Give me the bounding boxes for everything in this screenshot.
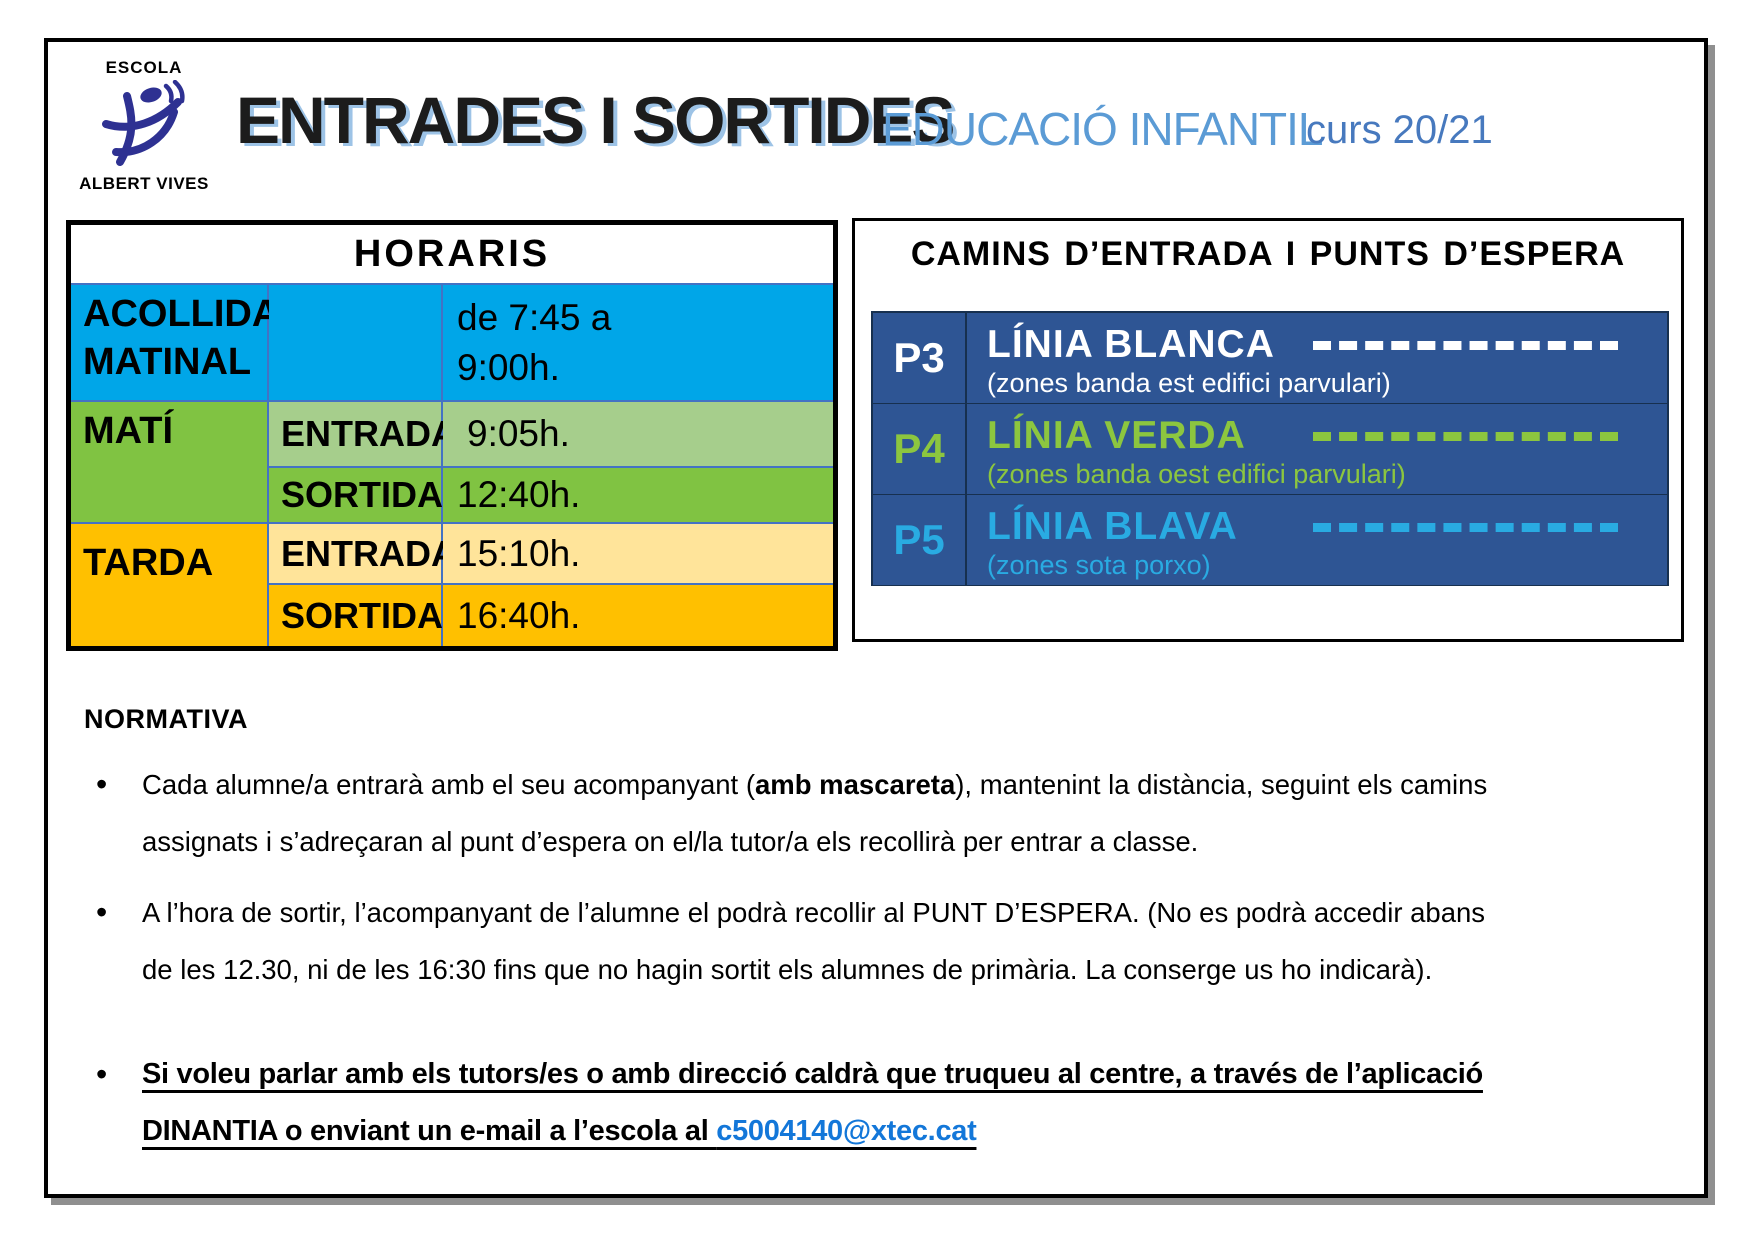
green-dashed-line (1313, 431, 1618, 441)
mati-entrada-label: ENTRADA (269, 402, 457, 466)
bullet-2-text: A l’hora de sortir, l’acompanyant de l’a… (142, 897, 1486, 985)
bullet-1-post: ), mantenint la distància, seguint els c… (142, 769, 1488, 857)
bullet-dot: • (96, 766, 108, 802)
normativa-bullet-2: • A l’hora de sortir, l’acompanyant de l… (96, 884, 1514, 998)
bullet-1-text: Cada alumne/a entrarà amb el seu acompan… (142, 756, 1514, 870)
acollida-time: de 7:45 a 9:00h. (457, 296, 612, 388)
acollida-spacer-cell (269, 285, 441, 400)
p5-code: P5 (873, 495, 965, 585)
p4-line-name: LÍNIA VERDA (987, 414, 1246, 457)
normativa-bullet-3: • Si voleu parlar amb els tutors/es o am… (96, 1046, 1514, 1160)
p5-line-name: LÍNIA BLAVA (987, 505, 1238, 548)
bullet-3-text: Si voleu parlar amb els tutors/es o amb … (142, 1046, 1514, 1160)
school-logo-icon (102, 80, 185, 166)
camins-row-p4: P4 LÍNIA VERDA (zones banda oest edifici… (873, 404, 1667, 494)
tarda-sortida-time: 16:40h. (443, 585, 833, 646)
bullet-1-pre: Cada alumne/a entrarà amb el seu acompan… (142, 769, 755, 800)
tarda-entrada-label: ENTRADA (269, 524, 457, 583)
acollida-time-cell: de 7:45 a 9:00h. (443, 285, 833, 400)
tarda-label: TARDA (71, 524, 267, 646)
bullet-dot: • (96, 894, 108, 930)
mati-sortida-label: SORTIDA (269, 468, 443, 522)
page-title: ENTRADES I SORTIDES (236, 83, 955, 157)
acollida-matinal-label: ACOLLIDA MATINAL (71, 285, 279, 400)
p5-content: LÍNIA BLAVA (zones sota porxo) (967, 495, 1667, 585)
course-label: curs 20/21 (1306, 108, 1493, 152)
camins-title: CAMINS D’ENTRADA I PUNTS D’ESPERA (910, 235, 1626, 273)
normativa-heading: NORMATIVA (84, 704, 248, 734)
horaris-header: HORARIS (71, 225, 833, 283)
school-logo: ESCOLA ALBERT VIVES (76, 58, 212, 194)
page-subtitle: EDUCACIÓ INFANTIL (882, 103, 1324, 155)
bullet-dot: • (96, 1056, 108, 1092)
logo-escola-text: ESCOLA (105, 58, 183, 77)
camins-row-p5: P5 LÍNIA BLAVA (zones sota porxo) (873, 495, 1667, 585)
p4-code: P4 (873, 404, 965, 494)
normativa-bullet-1: • Cada alumne/a entrarà amb el seu acomp… (96, 756, 1514, 870)
p4-content: LÍNIA VERDA (zones banda oest edifici pa… (967, 404, 1667, 494)
p3-content: LÍNIA BLANCA (zones banda est edifici pa… (967, 313, 1667, 403)
normativa-list: • Cada alumne/a entrarà amb el seu acomp… (96, 756, 1514, 1160)
horaris-table: HORARIS ACOLLIDA MATINAL de 7:45 a 9:00h… (66, 220, 838, 651)
camins-panel: CAMINS D’ENTRADA I PUNTS D’ESPERA P3 LÍN… (852, 218, 1684, 642)
p3-line-name: LÍNIA BLANCA (987, 323, 1275, 366)
mati-label: MATÍ (71, 402, 267, 522)
tarda-entrada-time: 15:10h. (443, 524, 833, 583)
logo-albert-vives-text: ALBERT VIVES (79, 174, 209, 193)
bullet-1-bold: amb mascareta (755, 769, 956, 800)
p4-zone: (zones banda oest edifici parvulari) (987, 459, 1406, 489)
mati-sortida-time: 12:40h. (443, 468, 833, 522)
camins-row-p3: P3 LÍNIA BLANCA (zones banda est edifici… (873, 313, 1667, 403)
email-link[interactable]: c5004140@xtec.cat (716, 1115, 977, 1147)
p5-zone: (zones sota porxo) (987, 550, 1211, 580)
blue-dashed-line (1313, 522, 1618, 532)
camins-table: P3 LÍNIA BLANCA (zones banda est edifici… (871, 311, 1669, 586)
bullet-3-main: Si voleu parlar amb els tutors/es o amb … (142, 1058, 1483, 1147)
white-dashed-line (1313, 340, 1618, 350)
p3-zone: (zones banda est edifici parvulari) (987, 368, 1391, 398)
mati-entrada-time: 9:05h. (443, 402, 833, 466)
tarda-sortida-label: SORTIDA (269, 585, 443, 646)
p3-code: P3 (873, 313, 965, 403)
